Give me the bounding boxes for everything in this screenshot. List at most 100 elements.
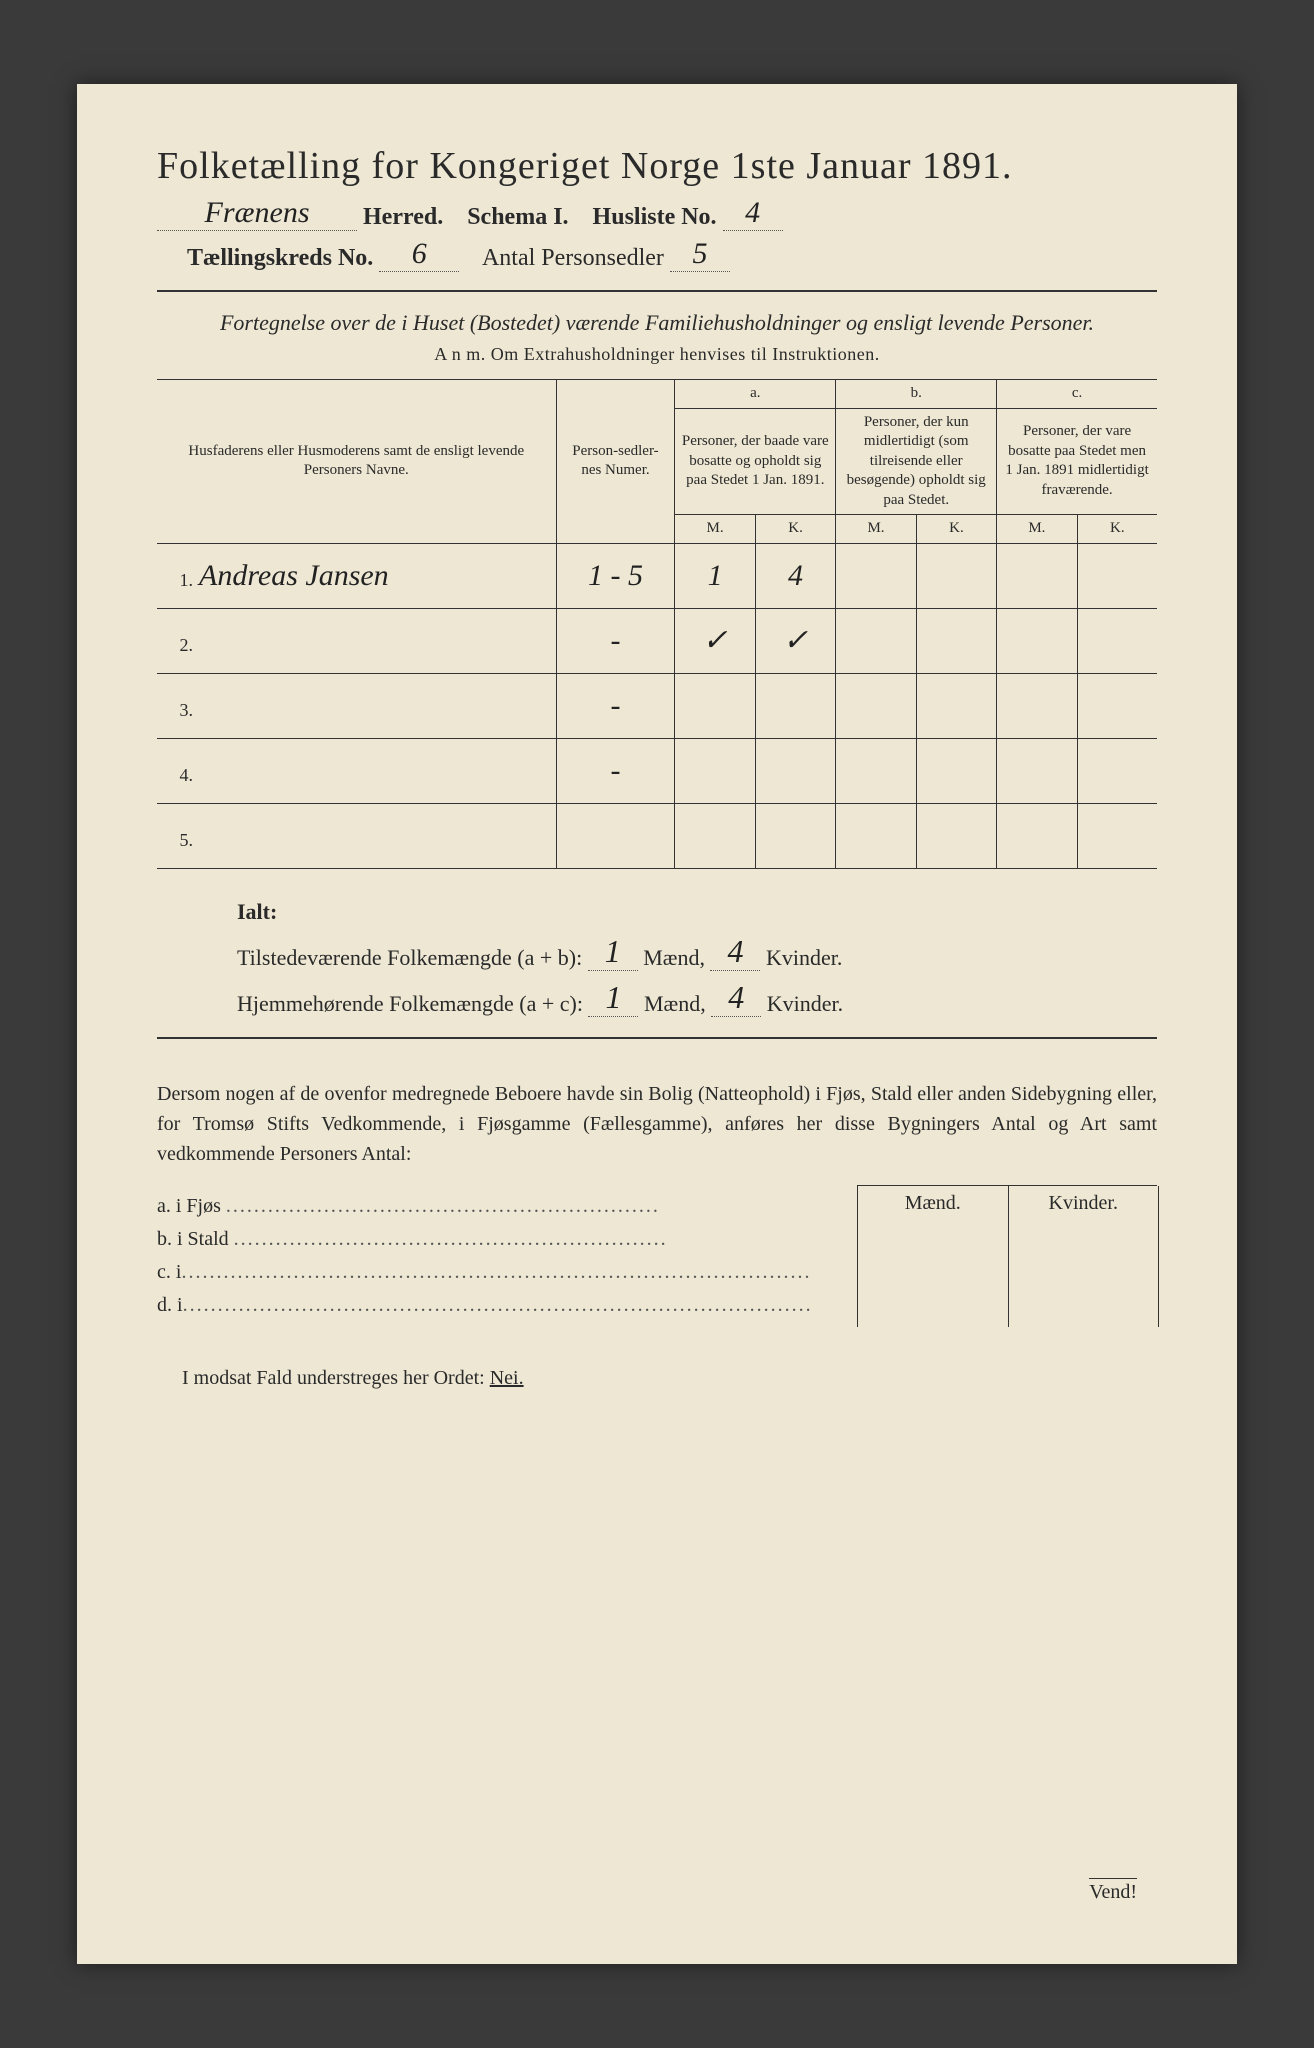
side-left: a. i Fjøs b. i Stald c. i d. i: [157, 1185, 857, 1327]
main-title: Folketælling for Kongeriget Norge 1ste J…: [157, 144, 1157, 188]
dots-a: [226, 1195, 660, 1217]
col-c-top: c.: [997, 380, 1157, 409]
dots-c: [181, 1261, 811, 1283]
row-cell-am: ✓: [675, 608, 755, 673]
row-cell-value: 1: [708, 559, 723, 592]
entry-c-label: c. i: [157, 1261, 181, 1283]
kreds-label: Tællingskreds No.: [187, 245, 373, 271]
row-cell-bk: [916, 608, 996, 673]
row-cell-value: -: [610, 689, 620, 722]
row-cell-ck: [1077, 803, 1157, 868]
vend-label: Vend!: [1089, 1878, 1137, 1904]
row-cell-cm: [997, 803, 1077, 868]
row-cell-ak: ✓: [755, 608, 835, 673]
row-cell-value: ✓: [703, 624, 728, 657]
row-cell-ak: [755, 673, 835, 738]
row-cell-ak: 4: [755, 543, 835, 608]
col-b-k: K.: [916, 515, 996, 544]
row-cell-value: 1 - 5: [588, 559, 643, 592]
table-row: 1. Andreas Jansen 1 - 5 1 4: [157, 543, 1157, 608]
kvinder-label-2: Kvinder.: [767, 991, 843, 1016]
tilstede-m: 1: [588, 933, 638, 971]
row-number: 4.: [169, 765, 193, 786]
entry-a: a. i Fjøs: [157, 1195, 857, 1218]
nei-pre: I modsat Fald understreges her Ordet:: [182, 1367, 485, 1389]
row-cell-value: 4: [788, 559, 803, 592]
header-line-1: Frænens Herred. Schema I. Husliste No. 4: [157, 196, 1157, 231]
row-name-cell: 3.: [157, 673, 556, 738]
row-number: 3.: [169, 700, 193, 721]
entry-b: b. i Stald: [157, 1228, 857, 1251]
entry-d-label: d. i: [157, 1294, 183, 1316]
husliste-value: 4: [723, 196, 783, 231]
row-cell-bm: [836, 803, 916, 868]
col-a-top: a.: [675, 380, 836, 409]
row-cell-num: 1 - 5: [556, 543, 675, 608]
ialt-label: Ialt:: [237, 899, 1157, 925]
census-form-page: Folketælling for Kongeriget Norge 1ste J…: [77, 84, 1237, 1964]
schema-label: Schema I.: [467, 204, 568, 230]
col-c-m: M.: [997, 515, 1077, 544]
col-a-k: K.: [755, 515, 835, 544]
row-cell-value: -: [610, 624, 620, 657]
entry-a-label: a. i Fjøs: [157, 1195, 221, 1217]
col-a-m: M.: [675, 515, 755, 544]
row-cell-ck: [1077, 738, 1157, 803]
row-cell-value: ✓: [783, 624, 808, 657]
row-cell-cm: [997, 738, 1077, 803]
row-cell-cm: [997, 673, 1077, 738]
col-numer-header: Person-sedler-nes Numer.: [556, 380, 675, 544]
row-cell-ck: [1077, 673, 1157, 738]
row-name: Andreas Jansen: [199, 559, 389, 592]
row-name-cell: 1. Andreas Jansen: [157, 543, 556, 608]
side-right-body: [857, 1221, 1159, 1327]
row-cell-ck: [1077, 543, 1157, 608]
row-name-cell: 4.: [157, 738, 556, 803]
row-cell-cm: [997, 543, 1077, 608]
row-cell-am: 1: [675, 543, 755, 608]
table-row: 3. -: [157, 673, 1157, 738]
col-a-desc: Personer, der baade vare bosatte og opho…: [675, 408, 836, 515]
maend-label-2: Mænd,: [644, 991, 706, 1016]
hjemme-k: 4: [711, 979, 761, 1017]
tilstede-label: Tilstedeværende Folkemængde (a + b):: [237, 945, 582, 970]
col-b-top: b.: [836, 380, 997, 409]
paragraph: Dersom nogen af de ovenfor medregnede Be…: [157, 1079, 1157, 1169]
row-name-cell: 2.: [157, 608, 556, 673]
separator-1: [157, 290, 1157, 292]
row-cell-ck: [1077, 608, 1157, 673]
row-cell-ak: [755, 803, 835, 868]
dots-d: [183, 1294, 813, 1316]
row-cell-am: [675, 803, 755, 868]
nei-line: I modsat Fald understreges her Ordet: Ne…: [157, 1367, 1157, 1390]
side-building-block: a. i Fjøs b. i Stald c. i d. i Mænd. Kvi…: [157, 1185, 1157, 1327]
row-cell-bm: [836, 608, 916, 673]
side-cell-k: [1009, 1221, 1159, 1327]
table-row: 2. - ✓ ✓: [157, 608, 1157, 673]
herred-label: Herred.: [363, 204, 443, 230]
row-number: 1.: [169, 570, 193, 591]
row-cell-ak: [755, 738, 835, 803]
maend-label-1: Mænd,: [643, 945, 705, 970]
row-cell-value: -: [610, 754, 620, 787]
kvinder-label-1: Kvinder.: [766, 945, 842, 970]
row-cell-bm: [836, 738, 916, 803]
separator-2: [157, 1037, 1157, 1039]
household-table: Husfaderens eller Husmoderens samt de en…: [157, 379, 1157, 869]
row-cell-cm: [997, 608, 1077, 673]
row-cell-num: [556, 803, 675, 868]
col-c-desc: Personer, der vare bosatte paa Stedet me…: [997, 408, 1157, 515]
row-cell-num: -: [556, 673, 675, 738]
dots-b: [234, 1228, 668, 1250]
side-kvinder: Kvinder.: [1009, 1186, 1159, 1221]
col-b-desc: Personer, der kun midlertidigt (som tilr…: [836, 408, 997, 515]
side-right-wrap: Mænd. Kvinder.: [857, 1185, 1157, 1327]
nei-word: Nei.: [490, 1367, 524, 1389]
row-number: 5.: [169, 830, 193, 851]
row-cell-bk: [916, 673, 996, 738]
row-cell-bm: [836, 543, 916, 608]
row-cell-bk: [916, 803, 996, 868]
totals-line-2: Hjemmehørende Folkemængde (a + c): 1 Mæn…: [237, 979, 1157, 1017]
row-cell-bm: [836, 673, 916, 738]
herred-value: Frænens: [157, 196, 357, 231]
